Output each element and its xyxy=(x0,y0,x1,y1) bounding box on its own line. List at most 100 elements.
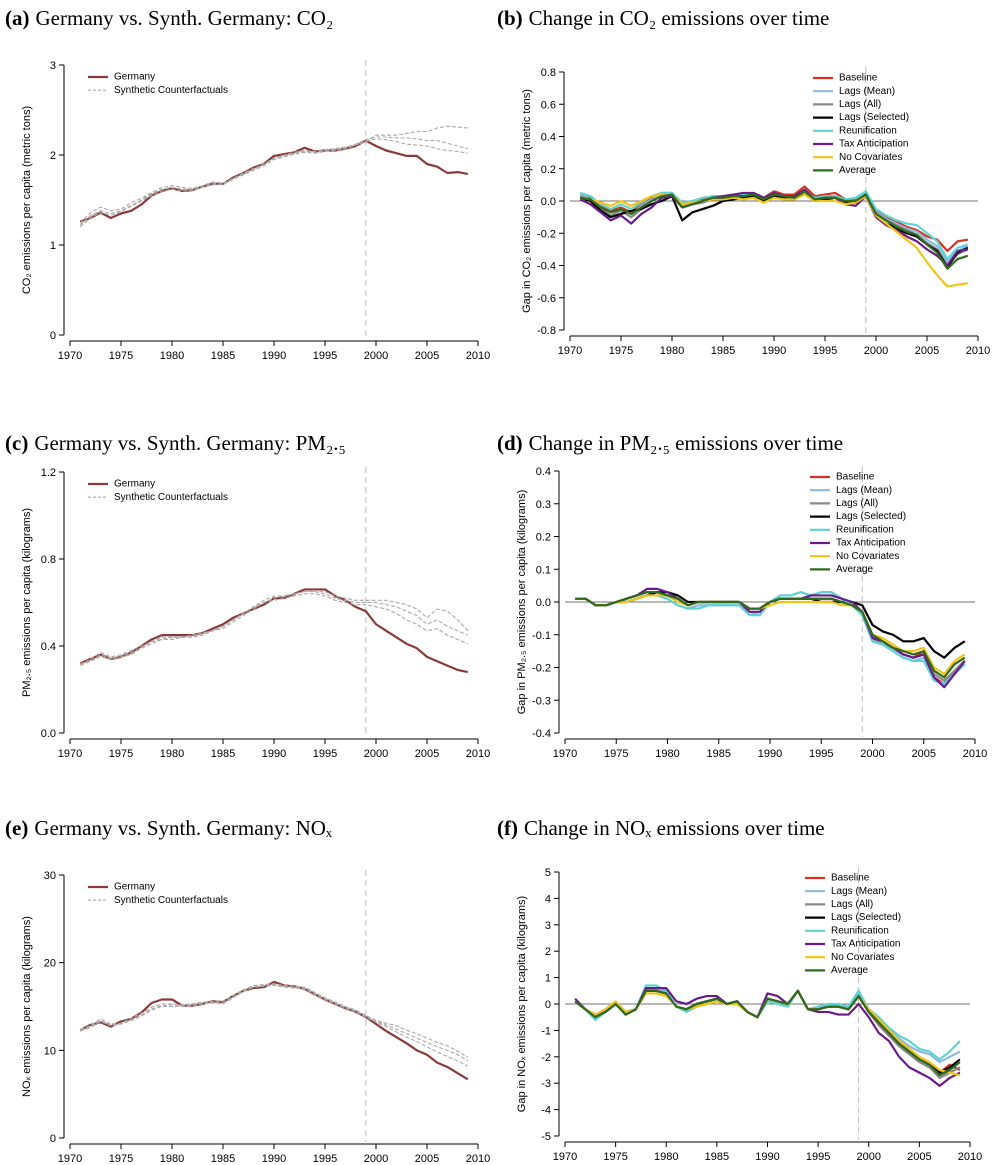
x-tick-label: 1975 xyxy=(109,748,133,760)
y-tick-label: 5 xyxy=(545,867,551,879)
panel-title: (b) Change in CO₂ emissions over time xyxy=(497,6,829,30)
title-text: Change in NOₓ emissions over time xyxy=(524,816,825,840)
x-tick-label: 2010 xyxy=(466,748,490,760)
legend-label: Average xyxy=(839,165,877,176)
x-tick-label: 2005 xyxy=(415,748,439,760)
y-tick-label: -4 xyxy=(541,1105,551,1117)
series-line xyxy=(79,139,468,223)
series-line xyxy=(580,193,968,288)
y-tick-label: -3 xyxy=(541,1078,551,1090)
series-line xyxy=(575,591,966,679)
x-tick-label: 2000 xyxy=(857,1151,881,1163)
x-tick-label: 1975 xyxy=(109,1153,133,1165)
legend-label: Tax Anticipation xyxy=(831,939,901,950)
panel-label: (e) xyxy=(5,816,28,840)
x-tick-label: 1995 xyxy=(809,748,833,760)
y-tick-label: 0.0 xyxy=(536,597,551,609)
x-tick-label: 2005 xyxy=(415,350,439,362)
legend-label: Baseline xyxy=(836,472,875,483)
series-line xyxy=(80,983,469,1058)
y-axis-label: CO₂ emissions per capita (metric tons) xyxy=(21,106,33,294)
x-tick-label: 1975 xyxy=(109,350,133,362)
panel-title: (e) Germany vs. Synth. Germany: NOₓ xyxy=(5,816,333,840)
y-tick-label: -0.2 xyxy=(537,228,556,240)
x-tick-label: 1990 xyxy=(262,350,286,362)
y-tick-label: -0.8 xyxy=(537,325,556,337)
legend-label: No Covariates xyxy=(839,152,902,163)
series-line xyxy=(79,593,469,667)
x-tick-label: 1980 xyxy=(654,1151,678,1163)
x-tick-label: 1985 xyxy=(707,748,731,760)
y-tick-label: 0.3 xyxy=(536,499,551,511)
x-tick-label: 1990 xyxy=(262,748,286,760)
series-line xyxy=(579,188,968,267)
x-tick-label: 2000 xyxy=(364,748,388,760)
x-tick-label: 1970 xyxy=(58,748,82,760)
y-tick-label: 0.6 xyxy=(541,99,556,111)
y-tick-label: 0 xyxy=(545,999,551,1011)
x-tick-label: 2010 xyxy=(958,1151,982,1163)
y-tick-label: 10 xyxy=(44,1045,56,1057)
x-tick-label: 2005 xyxy=(907,1151,931,1163)
y-axis-label: Gap in CO₂ emissions per capita (metric … xyxy=(521,89,533,313)
legend-label: Germany xyxy=(114,479,155,490)
title-text: Germany vs. Synth. Germany: NOₓ xyxy=(34,816,333,840)
legend-label: No Covariates xyxy=(836,551,899,562)
panel: (e) Germany vs. Synth. Germany: NOₓ 0 10 20 3… xyxy=(5,816,490,1165)
x-tick-label: 1970 xyxy=(553,748,577,760)
panel-title: (c) Germany vs. Synth. Germany: PM₂.₅ xyxy=(5,431,346,455)
y-tick-label: 0.4 xyxy=(541,132,556,144)
panel: (c) Germany vs. Synth. Germany: PM₂.₅ 0.0 0… xyxy=(5,431,490,760)
x-tick-label: 1975 xyxy=(603,1151,627,1163)
series-line xyxy=(580,185,968,253)
legend-label: Baseline xyxy=(839,73,878,84)
y-tick-label: 3 xyxy=(50,60,56,72)
x-tick-label: 1970 xyxy=(58,350,82,362)
y-tick-label: 0.2 xyxy=(536,532,551,544)
panel-label: (a) xyxy=(5,6,30,30)
y-tick-label: 20 xyxy=(44,958,56,970)
x-tick-label: 1980 xyxy=(160,1153,184,1165)
title-text: Change in CO₂ emissions over time xyxy=(529,6,830,30)
legend-label: Germany xyxy=(114,882,155,893)
x-tick-label: 2005 xyxy=(912,748,936,760)
x-tick-label: 2010 xyxy=(963,748,987,760)
y-tick-label: -2 xyxy=(541,1052,551,1064)
y-tick-label: 0.1 xyxy=(536,564,551,576)
legend-label: Average xyxy=(831,965,869,976)
title-text: Germany vs. Synth. Germany: PM₂.₅ xyxy=(34,431,346,455)
panel-label: (d) xyxy=(497,431,523,455)
y-tick-label: 1.2 xyxy=(41,467,56,479)
x-tick-label: 2000 xyxy=(864,345,888,357)
legend-label: Synthetic Counterfactuals xyxy=(114,492,228,503)
panel: (f) Change in NOₓ emissions over time -5 -4… xyxy=(497,816,982,1163)
x-tick-label: 1995 xyxy=(313,350,337,362)
y-tick-label: 1 xyxy=(545,973,551,985)
x-tick-label: 2010 xyxy=(466,350,490,362)
legend-label: Average xyxy=(836,564,874,575)
y-tick-label: -0.3 xyxy=(532,695,551,707)
y-tick-label: 0.8 xyxy=(41,554,56,566)
x-tick-label: 1990 xyxy=(758,748,782,760)
x-tick-label: 2010 xyxy=(466,1153,490,1165)
y-tick-label: 0.0 xyxy=(541,196,556,208)
x-tick-label: 1975 xyxy=(609,345,633,357)
panel-title: (a) Germany vs. Synth. Germany: CO₂ xyxy=(5,6,333,30)
series-line xyxy=(574,989,961,1077)
x-tick-label: 1985 xyxy=(211,350,235,362)
series-line xyxy=(80,591,469,664)
x-tick-label: 1985 xyxy=(705,1151,729,1163)
legend-label: Baseline xyxy=(831,873,870,884)
title-text: Germany vs. Synth. Germany: CO₂ xyxy=(36,6,334,30)
panel: (a) Germany vs. Synth. Germany: CO₂ 0 1 2 3 19… xyxy=(5,6,490,362)
legend-label: Synthetic Counterfactuals xyxy=(114,895,228,906)
y-tick-label: 1 xyxy=(50,240,56,252)
series-line xyxy=(79,136,468,226)
x-tick-label: 2000 xyxy=(860,748,884,760)
panel-title: (d) Change in PM₂.₅ emissions over time xyxy=(497,431,843,455)
y-tick-label: -1 xyxy=(541,1025,551,1037)
y-tick-label: 0.4 xyxy=(41,641,56,653)
panel-label: (c) xyxy=(5,431,28,455)
legend-label: Tax Anticipation xyxy=(836,538,906,549)
legend-label: Lags (Selected) xyxy=(836,511,906,522)
